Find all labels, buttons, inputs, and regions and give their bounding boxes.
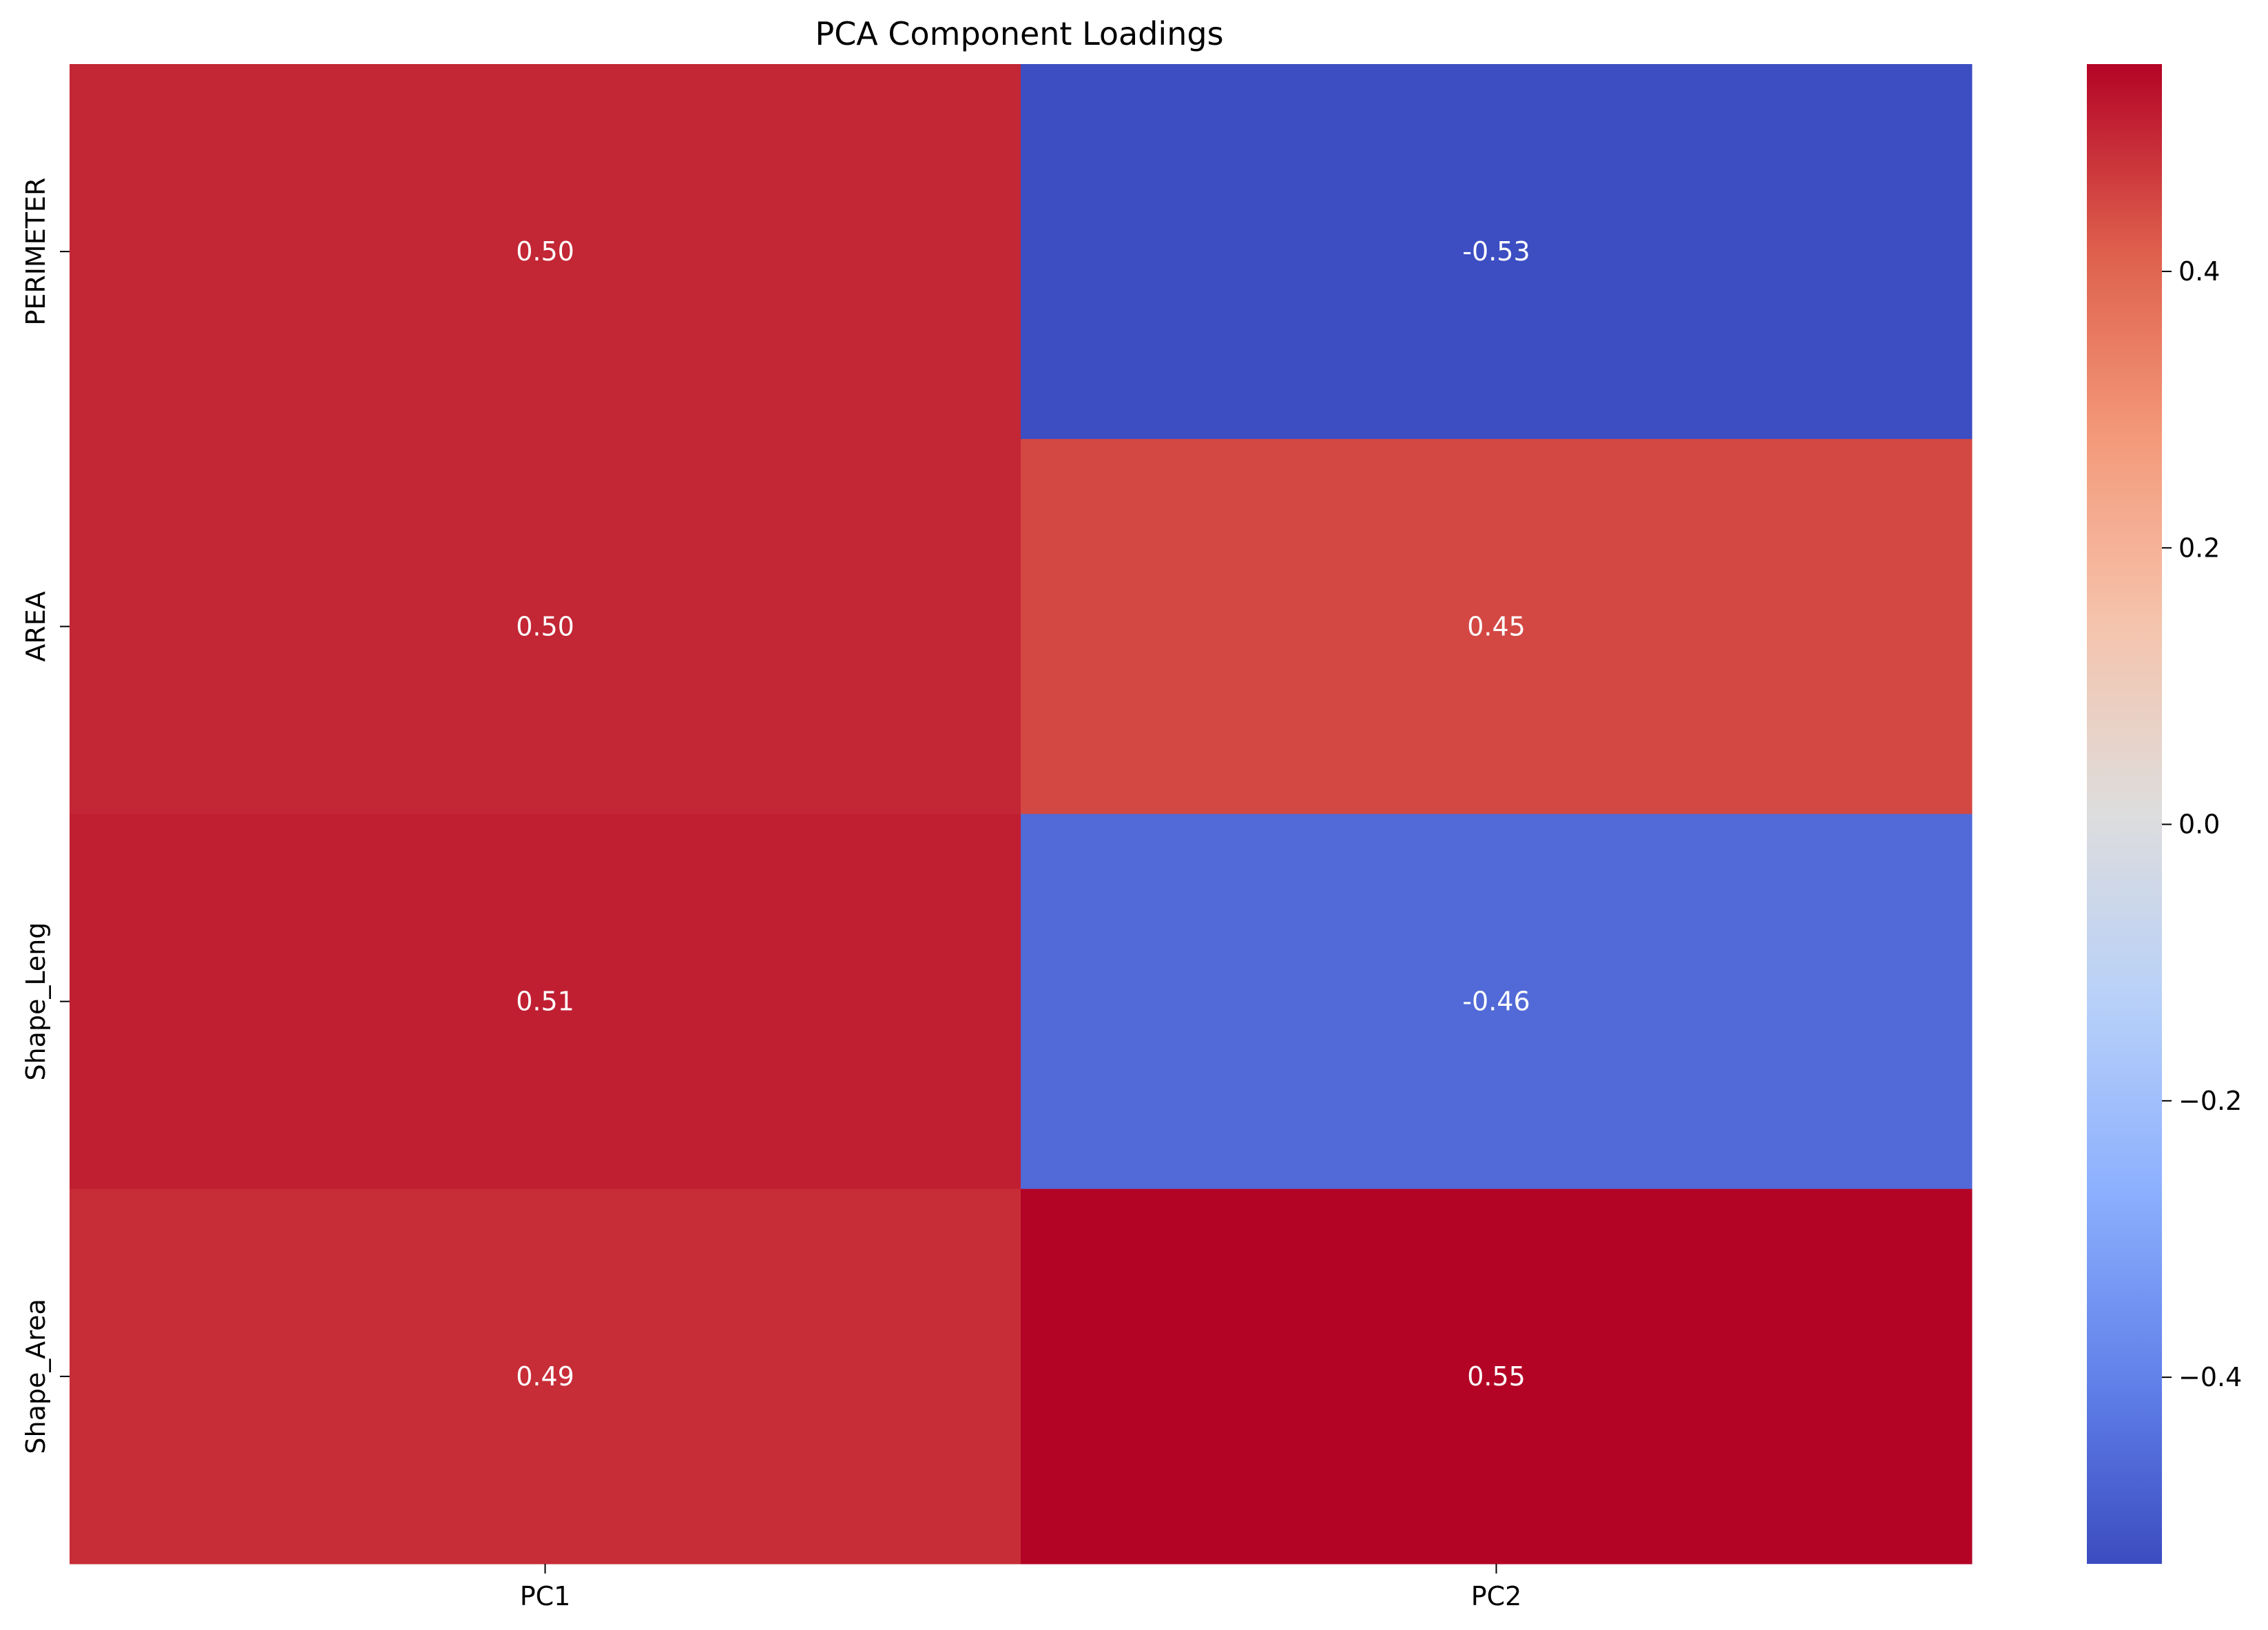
cell-value-label: -0.46 xyxy=(1462,987,1530,1017)
cell-value-label: 0.50 xyxy=(516,611,574,641)
chart-title: PCA Component Loadings xyxy=(815,15,1223,52)
x-tick-label: PC1 xyxy=(520,1581,571,1611)
cell-value-label: 0.50 xyxy=(516,236,574,267)
y-axis: PERIMETER AREA Shape_Leng Shape_Area xyxy=(21,178,70,1454)
heatmap-cells xyxy=(70,64,1973,1565)
colorbar-tick-label: 0.0 xyxy=(2178,809,2220,840)
heatmap-cell-perimeter-pc2 xyxy=(1021,64,1973,440)
y-tick-label: AREA xyxy=(21,591,51,661)
cell-value-label: 0.51 xyxy=(516,987,574,1017)
y-tick-label: Shape_Leng xyxy=(21,922,51,1081)
y-tick-label: Shape_Area xyxy=(21,1299,51,1454)
colorbar-gradient xyxy=(2087,64,2162,1564)
cell-value-label: 0.55 xyxy=(1467,1361,1526,1392)
cell-value-label: 0.45 xyxy=(1467,611,1526,641)
y-tick-label: PERIMETER xyxy=(21,178,51,326)
colorbar-tick-label: −0.4 xyxy=(2178,1362,2242,1392)
heatmap-cell-shape-area-pc1 xyxy=(70,1188,1021,1565)
cell-value-label: 0.49 xyxy=(516,1361,574,1392)
colorbar-tick-label: 0.4 xyxy=(2178,256,2220,287)
heatmap-cell-shape-leng-pc2 xyxy=(1021,814,1973,1190)
colorbar-tick-label: 0.2 xyxy=(2178,533,2220,563)
colorbar: 0.4 0.2 0.0 −0.2 −0.4 xyxy=(2087,64,2242,1564)
heatmap-cell-area-pc2 xyxy=(1021,439,1973,814)
colorbar-tick-label: −0.2 xyxy=(2178,1086,2242,1116)
heatmap-cell-perimeter-pc1 xyxy=(70,64,1021,440)
x-tick-label: PC2 xyxy=(1471,1581,1522,1611)
cell-annotations: 0.50 -0.53 0.50 0.45 0.51 -0.46 0.49 0.55 xyxy=(516,236,1530,1392)
heatmap-cell-area-pc1 xyxy=(70,439,1021,814)
heatmap-cell-shape-leng-pc1 xyxy=(70,814,1021,1190)
cell-value-label: -0.53 xyxy=(1462,236,1530,267)
heatmap-cell-shape-area-pc2 xyxy=(1021,1188,1973,1565)
x-axis: PC1 PC2 xyxy=(520,1564,1522,1611)
